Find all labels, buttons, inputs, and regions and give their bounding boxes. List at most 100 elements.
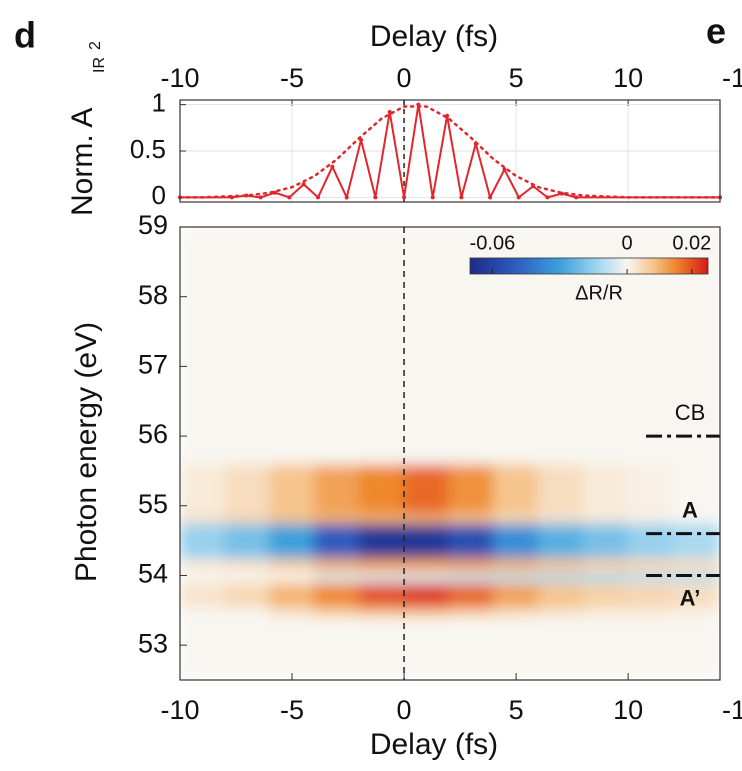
heatmap-cell [358,557,405,573]
y-axis-label: Photon energy (eV) [70,322,103,582]
heatmap-cell [403,522,450,559]
heatmap-cell [224,512,271,524]
x-axis-label: Delay (fs) [370,728,498,761]
data-point [316,195,321,200]
heatmap-cell [313,227,360,465]
data-point [574,195,579,200]
heatmap-cell [313,606,360,618]
heatmap-cell [224,606,271,618]
heatmap-cell [403,616,450,680]
heatmap-cell [403,606,450,618]
heatmap-cell [493,512,540,524]
energy-level-label: CB [675,400,706,425]
heatmap-cell [582,522,629,559]
heatmap-cell [672,463,720,514]
x-tick-label: 0 [397,63,412,93]
y-tick-label: 58 [138,280,168,310]
heatmap-cell [180,571,226,583]
data-point [258,195,263,200]
heatmap-cell [672,606,720,618]
heatmap-cell [313,571,360,583]
heatmap-cell [538,581,584,608]
data-point [430,195,435,200]
heatmap-cell [313,557,360,573]
x-tick-label: 10 [613,695,643,725]
heatmap-cell [627,557,674,573]
x-tick-label: -1 [722,695,742,725]
heatmap-cell [403,463,450,514]
heatmap-cell [538,571,584,583]
y-axis-label-subscript: IR [91,57,108,73]
heatmap-cell [627,616,674,680]
heatmap-cell [269,463,315,514]
heatmap-cell [582,463,629,514]
plot-frame [179,226,721,681]
x-tick-label: -5 [280,63,304,93]
heatmap-cell [493,571,540,583]
heatmap-cell [358,616,405,680]
heatmap-cell [180,557,226,573]
heatmap-cell [448,557,495,573]
heatmap-cell [269,512,315,524]
y-axis-label-superscript: 2 [87,41,104,50]
x-tick-label: 0 [397,695,412,725]
heatmap-cell [313,581,360,608]
data-point [373,195,378,200]
heatmap-cell [224,571,271,583]
heatmap-cell [180,616,226,680]
heatmap-cell [493,557,540,573]
heatmap-cell [582,606,629,618]
heatmap-cell [313,522,360,559]
heatmap-cell [672,522,720,559]
colorbar-tick-label: 0.02 [672,232,711,254]
data-point [402,195,407,200]
data-point [516,195,521,200]
heatmap-cell [313,616,360,680]
x-tick-label: -5 [280,695,304,725]
heatmap-cell [582,616,629,680]
heatmap-cell [538,616,584,680]
heatmap-cell [672,557,720,573]
data-point [502,167,507,172]
x-tick-label: 5 [509,695,524,725]
data-line [178,105,722,199]
heatmap-cell [493,606,540,618]
heatmap-cell [582,581,629,608]
y-tick-label: 54 [138,559,168,589]
plot-frame [179,99,721,203]
heatmap-cell [582,571,629,583]
heatmap-cell [448,581,495,608]
heatmap-cell [627,522,674,559]
heatmap-cell [358,227,405,465]
heatmap-cell [493,463,540,514]
energy-level-label: A [682,497,698,522]
heatmap-cell [538,463,584,514]
heatmap-cell [448,616,495,680]
heatmap-cell [269,616,315,680]
heatmap-cell [627,571,674,583]
y-tick-label: 55 [138,489,168,519]
heatmap-cell [403,512,450,524]
heatmap-cell [358,571,405,583]
heatmap-cell [269,606,315,618]
y-tick-label: 56 [138,419,168,449]
heatmap-cell [313,512,360,524]
x-tick-label: 10 [613,63,643,93]
heatmap-cell [672,616,720,680]
y-tick-label: 57 [138,350,168,380]
heatmap-cell [180,463,226,514]
panel-label: e [706,11,726,52]
heatmap-cell [493,522,540,559]
heatmap-cell [627,512,674,524]
heatmap-cell [224,581,271,608]
heatmap-cell [269,571,315,583]
heatmap-cell [403,571,450,583]
heatmap-cell [627,463,674,514]
heatmap-cell [358,463,405,514]
heatmap-cell [448,571,495,583]
data-point [488,195,493,200]
heatmap-cell [627,581,674,608]
colorbar-tick-label: 0 [622,232,633,254]
heatmap-cell [493,581,540,608]
heatmap-cell [180,522,226,559]
